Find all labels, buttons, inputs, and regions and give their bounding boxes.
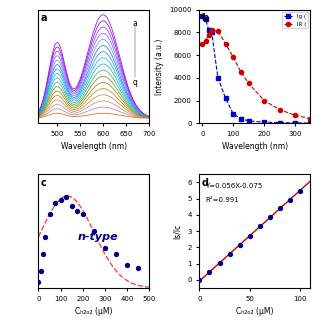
Point <box>237 243 242 248</box>
Point <box>257 224 262 229</box>
Ig ( <box>247 119 251 123</box>
Point <box>69 203 74 208</box>
Text: q: q <box>133 78 138 87</box>
Text: c: c <box>41 178 46 188</box>
Ig ( <box>224 96 228 100</box>
Point <box>38 268 43 274</box>
Text: a: a <box>41 13 47 23</box>
IR ( <box>224 42 228 46</box>
Ig ( <box>216 76 220 80</box>
X-axis label: Wavelength (nm): Wavelength (nm) <box>61 142 127 151</box>
Text: Y=0.056X-0.075: Y=0.056X-0.075 <box>205 183 262 189</box>
Point <box>277 206 283 211</box>
Ig ( <box>201 14 204 18</box>
Point <box>217 260 222 265</box>
Point <box>64 195 69 200</box>
Point <box>58 197 63 203</box>
Point <box>91 228 96 234</box>
Text: R²=0.991: R²=0.991 <box>205 197 239 203</box>
Ig ( <box>293 121 297 125</box>
IR ( <box>293 113 297 117</box>
Ig ( <box>262 120 266 124</box>
Line: Ig (: Ig ( <box>200 14 313 125</box>
Text: a: a <box>133 19 138 28</box>
IR ( <box>210 28 214 32</box>
Point <box>36 280 41 285</box>
Ig ( <box>231 112 235 116</box>
IR ( <box>239 70 243 74</box>
Point <box>136 266 141 271</box>
Point <box>102 246 108 251</box>
Text: b: b <box>202 13 209 23</box>
IR ( <box>308 117 312 121</box>
Ig ( <box>239 117 243 121</box>
Point <box>125 263 130 268</box>
Ig ( <box>207 28 211 32</box>
Point <box>298 188 303 193</box>
Point <box>114 251 119 256</box>
Text: d: d <box>202 178 209 188</box>
IR ( <box>262 99 266 102</box>
IR ( <box>247 82 251 85</box>
Point <box>47 212 52 217</box>
Text: n-type: n-type <box>77 232 118 242</box>
Point <box>43 234 48 239</box>
Y-axis label: Is/Ic: Is/Ic <box>173 224 182 239</box>
Line: IR (: IR ( <box>200 28 313 121</box>
Legend: Ig (, IR (: Ig (, IR ( <box>282 12 308 28</box>
Ig ( <box>278 121 282 124</box>
X-axis label: Cₕ₂ₒ₂ (μM): Cₕ₂ₒ₂ (μM) <box>236 307 274 316</box>
Point <box>197 277 202 283</box>
Point <box>40 251 45 256</box>
Ig ( <box>308 121 312 125</box>
Point <box>288 197 293 202</box>
IR ( <box>231 55 235 59</box>
Ig ( <box>210 30 214 34</box>
Point <box>207 269 212 275</box>
IR ( <box>278 108 282 111</box>
Point <box>52 200 58 205</box>
Y-axis label: Intensity (a.u.): Intensity (a.u.) <box>155 38 164 95</box>
Point <box>75 209 80 214</box>
IR ( <box>216 29 220 33</box>
Ig ( <box>204 17 207 20</box>
Point <box>227 251 232 256</box>
X-axis label: Wavelength (nm): Wavelength (nm) <box>222 142 288 151</box>
IR ( <box>207 33 211 36</box>
Point <box>247 234 252 239</box>
IR ( <box>204 39 207 43</box>
X-axis label: Cₕ₂ₒ₂ (μM): Cₕ₂ₒ₂ (μM) <box>75 307 113 316</box>
IR ( <box>201 42 204 46</box>
Point <box>268 215 273 220</box>
Point <box>80 212 85 217</box>
